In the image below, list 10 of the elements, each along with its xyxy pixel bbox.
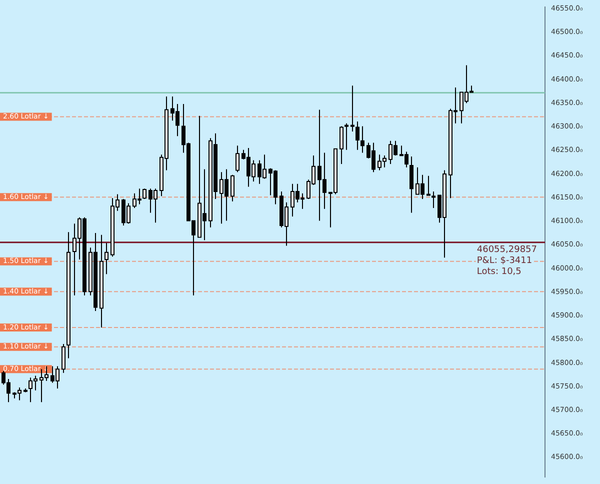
candlestick (104, 242, 108, 275)
candlestick (142, 188, 146, 200)
annotation: Lots: 10,5 (476, 267, 522, 278)
candlestick (410, 156, 414, 214)
candlestick (360, 126, 364, 154)
candlestick (236, 145, 240, 173)
candlestick (230, 174, 234, 202)
annotation: 46055,29857 (476, 245, 537, 256)
annotation: P&L: $-3411 (476, 256, 532, 266)
candlestick (62, 344, 66, 374)
